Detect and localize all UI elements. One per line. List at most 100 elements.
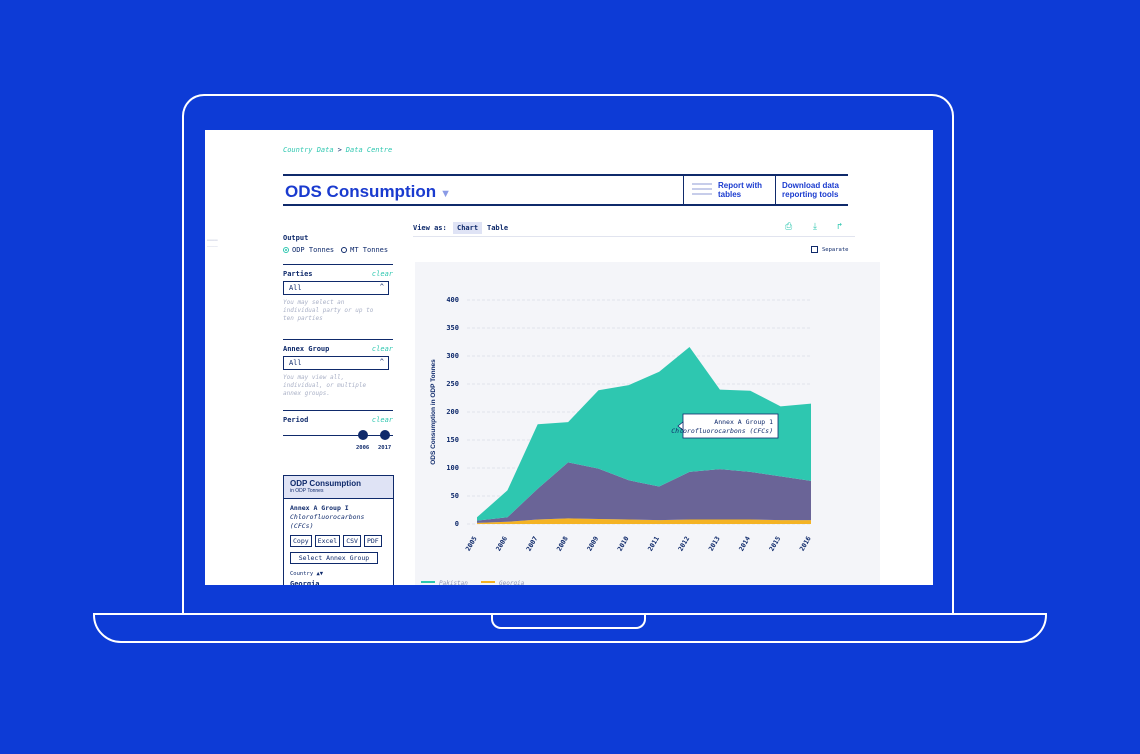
odp-tonnes-radio[interactable] <box>283 247 289 253</box>
annex-group-label: Annex Group <box>283 345 330 353</box>
separate-checkbox[interactable] <box>811 246 818 253</box>
export-panel-subtitle: in ODP Tonnes <box>290 488 324 494</box>
breadcrumb-country-data[interactable]: Country Data <box>283 146 334 154</box>
page-title[interactable]: ODS Consumption ▼ <box>285 182 451 202</box>
select-annex-group-button[interactable]: Select Annex Group <box>290 552 378 564</box>
divider <box>283 264 393 265</box>
legend-swatch <box>421 581 435 583</box>
breadcrumb: Country Data > Data Centre <box>283 146 392 154</box>
y-tick-label: 350 <box>446 324 459 332</box>
download-tools-link[interactable]: Download data reporting tools <box>775 176 848 204</box>
export-panel-title: ODP Consumption <box>290 479 361 488</box>
period-label: Period <box>283 416 309 424</box>
export-panel-header: ODP Consumption in ODP Tonnes <box>284 476 393 499</box>
table-lines-icon <box>692 183 712 198</box>
excel-button[interactable]: Excel <box>314 535 341 547</box>
parties-header: Parties clear <box>283 270 393 278</box>
period-start-handle[interactable] <box>358 430 368 440</box>
odp-tonnes-label[interactable]: ODP Tonnes <box>292 246 335 254</box>
y-tick-label: 50 <box>451 492 459 500</box>
separate-label: Separate <box>822 246 849 253</box>
output-label: Output <box>283 234 309 242</box>
export-annex-info: Annex A Group I Chlorofluorocarbons (CFC… <box>284 499 393 531</box>
export-buttons: Copy Excel CSV PDF Select Annex Group <box>284 531 393 564</box>
x-tick-label: 2010 <box>616 535 631 553</box>
area-series-0 <box>477 518 811 524</box>
report-with-tables-link[interactable]: Report with tables <box>683 176 775 204</box>
y-axis-label: ODS Consumption in ODP Tonnes <box>430 359 437 465</box>
tab-table[interactable]: Table <box>487 224 509 232</box>
separate-toggle[interactable]: Separate <box>811 246 849 253</box>
caret-down-icon[interactable]: ▼ <box>440 188 451 200</box>
export-panel: ODP Consumption in ODP Tonnes Annex A Gr… <box>283 475 394 585</box>
legend-swatch <box>481 581 495 583</box>
laptop-lid <box>182 94 954 614</box>
mt-tonnes-radio[interactable] <box>341 247 348 253</box>
x-tick-label: 2006 <box>494 535 509 553</box>
annex-hint: You may view all, individual, or multipl… <box>283 374 367 397</box>
y-tick-label: 150 <box>446 436 459 444</box>
breadcrumb-data-centre[interactable]: Data Centre <box>345 146 393 154</box>
period-start-label: 2006 <box>356 445 370 451</box>
tooltip-pointer <box>677 421 684 431</box>
period-slider-track <box>283 435 393 436</box>
y-tick-label: 250 <box>446 380 459 388</box>
chevron-up-icon: ^ <box>379 358 384 366</box>
parties-select-value: All <box>289 284 302 292</box>
laptop-notch <box>491 613 646 629</box>
csv-button[interactable]: CSV <box>343 535 361 547</box>
x-tick-label: 2008 <box>555 535 570 553</box>
country-column-header[interactable]: Country ▲▼ <box>290 571 324 577</box>
y-tick-label: 0 <box>455 520 459 528</box>
divider <box>283 339 393 340</box>
chart-area: 0 50 100 150 200 250 300 350 400 2005 2006 2007 2008… <box>415 262 880 585</box>
country-value: Georgia <box>290 580 320 585</box>
annex-header: Annex Group clear <box>283 345 393 353</box>
period-clear-link[interactable]: clear <box>371 416 393 424</box>
x-tick-label: 2016 <box>798 535 813 553</box>
pdf-button[interactable]: PDF <box>363 535 382 547</box>
annex-clear-link[interactable]: clear <box>371 345 393 353</box>
period-header: Period clear <box>283 416 393 424</box>
parties-select[interactable]: All ^ <box>283 281 389 295</box>
download-icon[interactable]: ⤓ <box>813 222 817 232</box>
export-annex-line2: Chlorofluorocarbons (CFCs) <box>290 513 365 530</box>
area-series-2 <box>477 347 811 521</box>
x-tick-label: 2013 <box>707 535 722 553</box>
area-chart: 0 50 100 150 200 250 300 350 400 2005 2006 2007 2008… <box>421 296 813 585</box>
view-toolbar: View as: Chart Table ⎙ ⤓ ↱ <box>413 222 855 237</box>
report-link-line1: Report with <box>718 181 762 190</box>
sidebar-ghost-mark: ═══ ─── <box>207 238 218 250</box>
screen: Country Data > Data Centre ODS Consumption… <box>205 130 933 585</box>
copy-button[interactable]: Copy <box>290 535 312 547</box>
x-tick-label: 2015 <box>768 535 783 553</box>
download-link-line1: Download data <box>782 181 839 190</box>
chevron-up-icon: ^ <box>379 283 384 291</box>
parties-hint: You may select an individual party or up… <box>283 299 374 322</box>
tab-chart[interactable]: Chart <box>453 222 483 234</box>
divider <box>283 410 393 411</box>
area-series-1 <box>477 462 811 523</box>
annex-select-value: All <box>289 359 302 367</box>
y-tick-label: 400 <box>446 296 459 304</box>
period-end-handle[interactable] <box>380 430 390 440</box>
share-icon[interactable]: ↱ <box>837 222 843 232</box>
x-tick-label: 2012 <box>677 535 692 553</box>
annex-group-select[interactable]: All ^ <box>283 356 389 370</box>
view-as-label: View as: <box>413 224 447 232</box>
period-slider[interactable]: 2006 2017 <box>283 426 393 456</box>
page-title-text: ODS Consumption <box>285 182 437 201</box>
breadcrumb-separator: > <box>337 146 342 154</box>
export-annex-line1: Annex A Group I <box>290 504 349 512</box>
period-end-label: 2017 <box>378 445 392 451</box>
tooltip-line1: Annex A Group 1 <box>714 418 773 426</box>
x-tick-label: 2007 <box>525 535 540 553</box>
parties-clear-link[interactable]: clear <box>371 270 393 278</box>
y-tick-label: 300 <box>446 352 459 360</box>
x-tick-label: 2005 <box>464 535 479 553</box>
print-icon[interactable]: ⎙ <box>785 222 793 232</box>
output-radio-group: ODP Tonnes MT Tonnes <box>283 246 393 254</box>
download-link-line2: reporting tools <box>782 190 839 199</box>
mt-tonnes-label[interactable]: MT Tonnes <box>350 246 389 254</box>
filter-sidebar: Output ODP Tonnes MT Tonnes Parties clea… <box>283 234 393 456</box>
